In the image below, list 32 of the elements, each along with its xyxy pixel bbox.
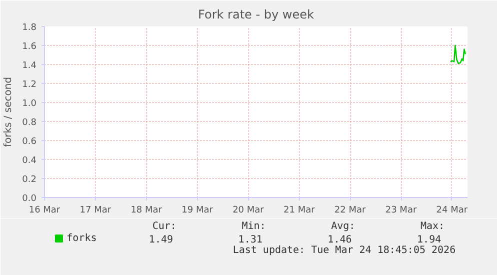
y-tick-label: 1.2: [22, 80, 37, 90]
text: Avg:: [331, 221, 356, 232]
y-tick-label: 0.8: [22, 118, 37, 128]
x-tick-label: 21 Mar: [284, 206, 316, 216]
text: Max:: [420, 221, 445, 232]
x-tick-label: 17 Mar: [80, 206, 112, 216]
line-series: [450, 44, 466, 64]
y-tick-label: 0.2: [22, 175, 37, 185]
y-tick-label: 1.6: [22, 42, 37, 52]
text: 1.46: [328, 234, 352, 246]
text: Last update: Tue Mar 24 18:45:05 2026: [232, 245, 456, 256]
x-tick-label: 20 Mar: [232, 206, 264, 216]
x-tick-label: 16 Mar: [28, 206, 60, 216]
text: 1.49: [148, 234, 174, 246]
y-tick-label: 0.4: [22, 156, 37, 166]
x-tick-label: 22 Mar: [334, 206, 366, 216]
y-tick-label: 0.6: [22, 137, 37, 147]
chart-title: Fork rate - by week: [198, 8, 314, 22]
x-tick-label: 23 Mar: [385, 206, 417, 216]
x-tick-label: 24 Mar: [436, 206, 468, 216]
legend-label: forks: [66, 233, 97, 244]
y-tick-label: 1.8: [22, 23, 37, 33]
text: 1.94: [417, 234, 442, 246]
x-tick-label: 19 Mar: [182, 206, 214, 216]
y-tick-label: 0.0: [22, 194, 37, 204]
y-tick-label: 1.0: [22, 99, 37, 109]
y-tick-label: 1.4: [22, 61, 37, 71]
text: 1.31: [238, 234, 262, 246]
text: Cur:: [152, 221, 176, 232]
x-tick-label: 18 Mar: [130, 206, 162, 216]
y-axis-title: forks / second: [3, 76, 14, 148]
text: Min:: [242, 221, 266, 232]
